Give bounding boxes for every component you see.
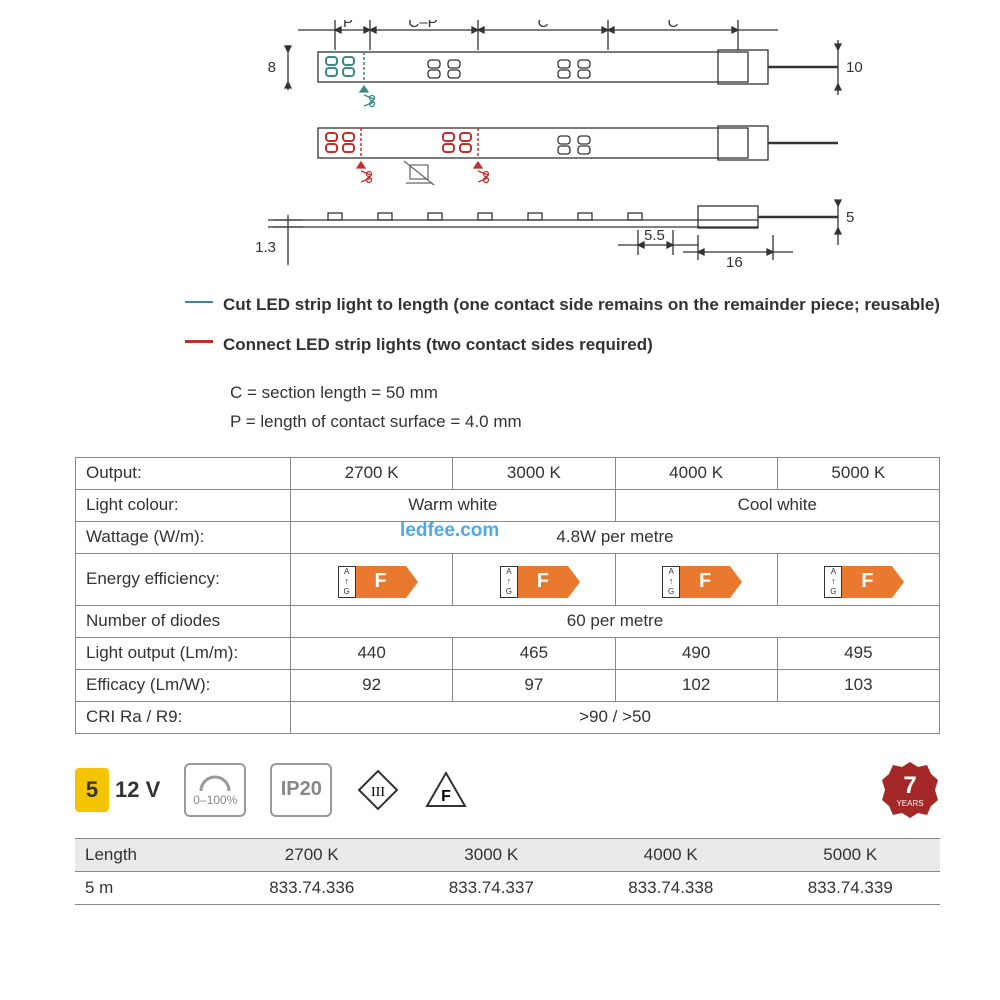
connect-line-swatch <box>185 332 223 352</box>
row-light-output-label: Light output (Lm/m): <box>76 637 291 669</box>
svg-text:C: C <box>537 20 548 31</box>
p-definition: P = length of contact surface = 4.0 mm <box>230 408 940 437</box>
energy-badge: A↑G F <box>824 566 892 598</box>
row-efficacy-label: Efficacy (Lm/W): <box>76 669 291 701</box>
svg-text:F: F <box>441 788 451 805</box>
row-energy-label: Energy efficiency: <box>76 553 291 605</box>
svg-text:16: 16 <box>726 254 743 271</box>
row-wattage-label: Wattage (W/m): <box>76 521 291 553</box>
row-diodes-label: Number of diodes <box>76 605 291 637</box>
dimmer-icon: 0–100% <box>184 763 246 817</box>
svg-text:C: C <box>667 20 678 31</box>
svg-text:5.5: 5.5 <box>644 227 665 244</box>
svg-text:YEARS: YEARS <box>896 799 923 808</box>
energy-badge: A↑G F <box>500 566 568 598</box>
svg-text:C–P: C–P <box>408 20 437 31</box>
technical-diagram: P C–P C C 8 10 5 1.3 5.5 16 <box>138 20 878 280</box>
svg-text:III: III <box>371 785 385 800</box>
svg-text:1.3: 1.3 <box>255 239 276 256</box>
svg-text:5: 5 <box>846 209 854 226</box>
row-cri-label: CRI Ra / R9: <box>76 701 291 733</box>
f-mark-icon: F <box>424 770 468 810</box>
ip-rating-badge: IP20 <box>270 763 332 817</box>
sku-row-length: 5 m <box>75 871 222 904</box>
energy-badge: A↑G F <box>662 566 730 598</box>
connect-legend-text: Connect LED strip lights (two contact si… <box>223 335 653 354</box>
warranty-badge: 7 YEARS <box>880 760 940 820</box>
specification-table: Output: 2700 K 3000 K 4000 K 5000 K Ligh… <box>75 457 940 734</box>
legend-definitions: C = section length = 50 mm P = length of… <box>230 379 940 437</box>
watermark-text: ledfee.com <box>400 520 499 542</box>
certification-icons: 5 12 V 0–100% IP20 III F 7 YEARS <box>75 760 940 820</box>
cut-legend-text: Cut LED strip light to length (one conta… <box>223 295 940 314</box>
diagram-legend: Cut LED strip light to length (one conta… <box>185 292 940 357</box>
svg-text:8: 8 <box>267 59 275 76</box>
sku-table: Length 2700 K 3000 K 4000 K 5000 K 5 m 8… <box>75 838 940 905</box>
voltage-badge: 5 12 V <box>75 768 160 812</box>
sku-header-length: Length <box>75 838 222 871</box>
c-definition: C = section length = 50 mm <box>230 379 940 408</box>
svg-text:P: P <box>342 20 352 31</box>
row-light-colour-label: Light colour: <box>76 489 291 521</box>
class-iii-icon: III <box>356 768 400 812</box>
row-output-label: Output: <box>76 457 291 489</box>
energy-badge: A↑G F <box>338 566 406 598</box>
svg-text:7: 7 <box>903 772 916 799</box>
cut-line-swatch <box>185 292 223 312</box>
svg-text:10: 10 <box>846 59 863 76</box>
